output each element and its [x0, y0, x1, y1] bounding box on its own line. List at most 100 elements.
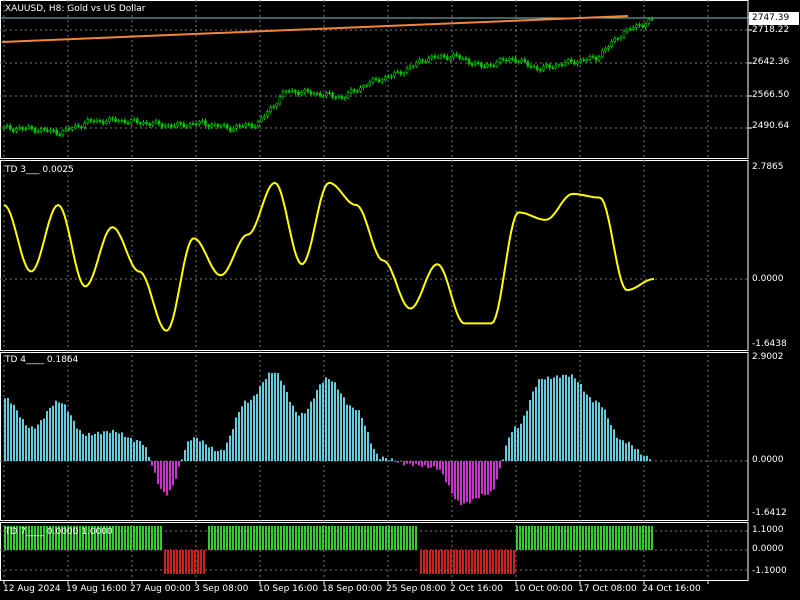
td4-bar	[229, 435, 231, 461]
candle-body	[650, 18, 654, 21]
td4-bar	[418, 461, 420, 466]
candle-body	[148, 123, 151, 126]
candle-body	[201, 120, 204, 123]
td4-bar	[85, 435, 87, 461]
td7-bar	[406, 526, 408, 550]
td7-bar	[211, 526, 213, 550]
td4-bar	[379, 459, 381, 461]
td7-bar	[561, 526, 563, 550]
td7-bar	[13, 526, 15, 550]
td4-bar	[73, 420, 75, 461]
td7-bar	[471, 550, 473, 574]
td7-bar	[220, 526, 222, 550]
td7-bar	[214, 526, 216, 550]
candle-body	[635, 24, 638, 28]
candle-body	[204, 120, 207, 126]
td4-bar	[22, 419, 24, 461]
candle-body	[647, 18, 651, 24]
td7-bar	[525, 526, 527, 550]
td7-bar	[94, 526, 96, 550]
td7-bar	[274, 526, 276, 550]
td4-bar	[412, 461, 414, 467]
td7-bar	[477, 550, 479, 574]
td4-bar	[289, 401, 291, 461]
candle-body	[362, 85, 365, 88]
candle-body	[182, 123, 186, 128]
td7-bar	[82, 526, 84, 550]
td4-bar	[283, 385, 285, 461]
td7-bar	[459, 550, 461, 574]
candle-body	[86, 119, 89, 124]
td4-bar	[199, 441, 201, 461]
candle-body	[622, 31, 626, 38]
td4-bar	[223, 450, 225, 461]
candle-body	[142, 122, 145, 125]
td4-bar	[214, 451, 216, 461]
td7-bar	[64, 526, 66, 550]
td7-bar	[139, 526, 141, 550]
td7-bar	[504, 550, 506, 574]
candle-body	[123, 119, 127, 124]
td3-axis-zero: 0.0000	[752, 274, 784, 284]
td7-bar	[188, 550, 190, 574]
candle-body	[619, 36, 623, 40]
td4-bar	[118, 433, 120, 461]
time-label: 2 Oct 16:00	[450, 584, 503, 594]
td7-bar	[334, 526, 336, 550]
td4-bar	[409, 461, 411, 464]
td4-bar	[523, 415, 525, 461]
td4-bar	[271, 372, 273, 461]
td7-bar	[194, 550, 196, 574]
td4-bar	[544, 379, 546, 461]
td4-bar	[238, 411, 240, 461]
td7-bar	[301, 526, 303, 550]
td4-bar	[637, 449, 639, 461]
td7-bar	[597, 526, 599, 550]
candle-body	[560, 64, 564, 66]
td4-bar	[301, 412, 303, 461]
td7-bar	[127, 526, 129, 550]
candle-body	[359, 87, 362, 92]
td4-bar	[103, 431, 105, 461]
td4-bar	[70, 415, 72, 461]
candle-body	[337, 96, 341, 98]
td7-bar	[627, 526, 629, 550]
td4-bar	[313, 398, 315, 461]
td7-bar	[531, 526, 533, 550]
td7-bar	[182, 550, 184, 574]
td4-bar	[274, 372, 276, 461]
td7-bar	[429, 550, 431, 574]
td7-bar	[238, 526, 240, 550]
candle-body	[374, 78, 378, 80]
td4-bar	[592, 402, 594, 461]
candle-body	[263, 115, 266, 119]
td4-bar	[475, 461, 477, 499]
td4-bar	[496, 461, 498, 480]
candle-body	[213, 124, 217, 126]
td7-bar	[10, 526, 12, 550]
candle-body	[604, 48, 607, 52]
td7-bar	[100, 526, 102, 550]
td7-bar	[154, 526, 156, 550]
candle-body	[352, 89, 356, 92]
td7-bar	[522, 526, 524, 550]
td4-bar	[256, 394, 258, 461]
candle-body	[33, 128, 37, 133]
td4-bar	[55, 400, 57, 461]
td4-bar	[37, 424, 39, 461]
td4-bar	[244, 400, 246, 461]
td4-bar	[115, 432, 117, 461]
td4-bar	[532, 391, 534, 461]
candle-body	[188, 123, 192, 127]
td7-bar	[283, 526, 285, 550]
td7-bar	[316, 526, 318, 550]
td4-bar	[253, 395, 255, 461]
td4-bar	[331, 381, 333, 461]
td7-bar	[438, 550, 440, 574]
td4-bar	[358, 410, 360, 461]
candle-body	[532, 66, 536, 68]
candle-body	[625, 28, 629, 32]
candle-body	[328, 92, 331, 94]
candle-body	[185, 125, 189, 128]
